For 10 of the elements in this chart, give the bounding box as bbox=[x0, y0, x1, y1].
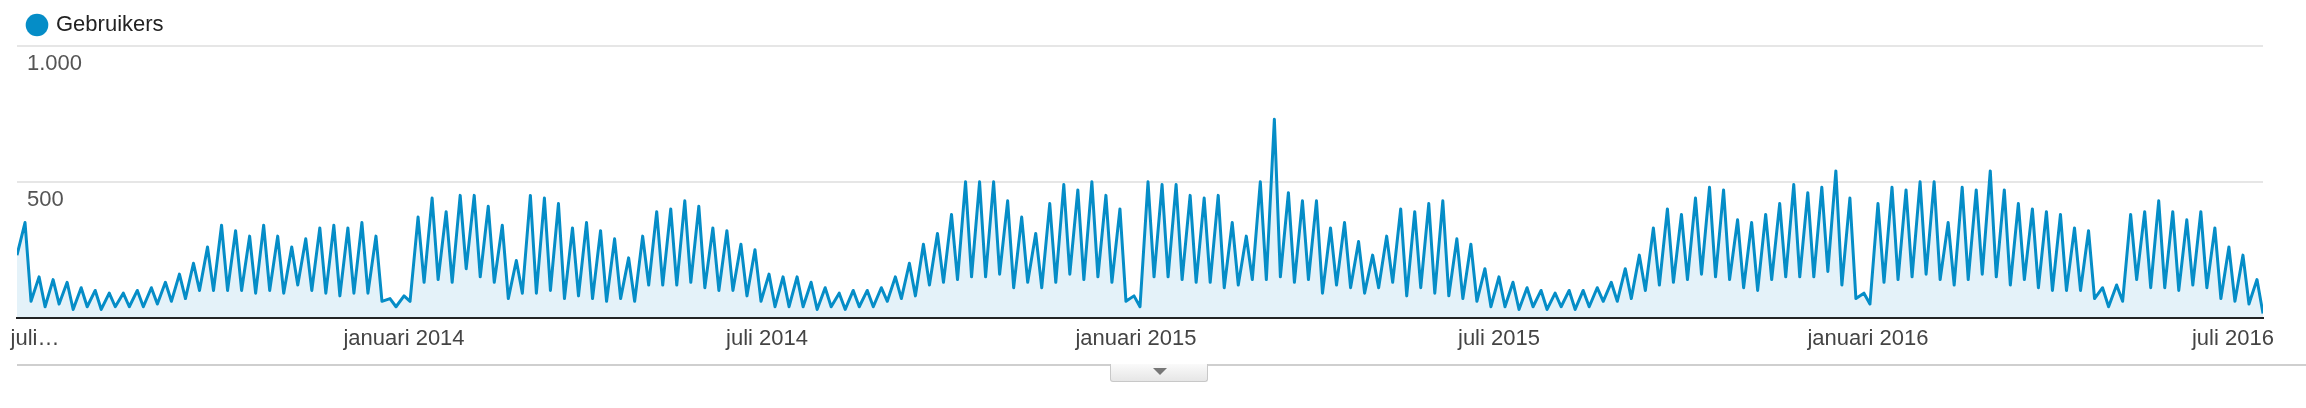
x-tick-label: juli 2014 bbox=[725, 324, 808, 350]
y-tick-label: 1.000 bbox=[27, 50, 83, 76]
x-tick-label: juli… bbox=[9, 324, 60, 350]
y-tick-label: 500 bbox=[27, 185, 64, 211]
x-tick-label: juli 2016 bbox=[2190, 324, 2274, 350]
legend-label: Gebruikers bbox=[56, 11, 164, 37]
x-tick-label: januari 2016 bbox=[1806, 324, 1929, 350]
x-tick-label: januari 2015 bbox=[1074, 324, 1197, 350]
x-tick-label: januari 2014 bbox=[342, 324, 465, 350]
x-tick-label: juli 2015 bbox=[1456, 324, 1540, 350]
